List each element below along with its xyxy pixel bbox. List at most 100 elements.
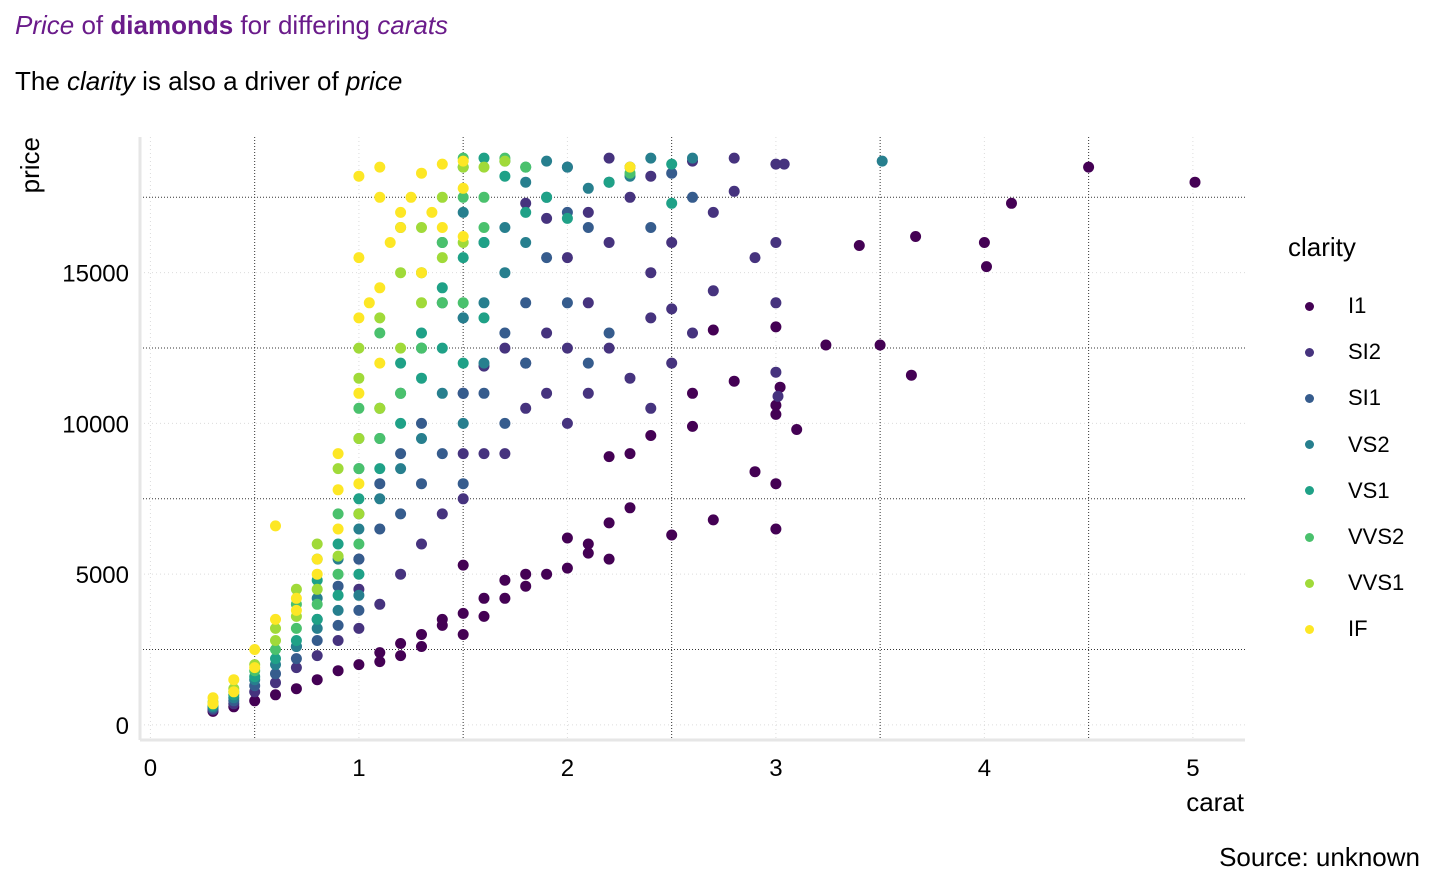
- data-point: [645, 312, 657, 324]
- data-point: [436, 448, 448, 460]
- data-point: [353, 478, 365, 490]
- data-point: [270, 622, 281, 634]
- data-point: [582, 222, 594, 233]
- data-point: [416, 267, 427, 279]
- data-point: [416, 641, 427, 652]
- legend-item: VS2: [1288, 422, 1404, 468]
- data-point: [905, 369, 917, 381]
- data-point: [395, 568, 407, 580]
- data-point: [770, 158, 782, 170]
- data-point: [478, 237, 490, 248]
- data-point: [770, 321, 782, 333]
- data-point: [1189, 176, 1201, 188]
- data-point: [520, 197, 532, 209]
- data-point: [499, 448, 511, 460]
- data-point: [478, 610, 490, 622]
- data-point: [290, 622, 302, 634]
- data-point: [332, 580, 344, 592]
- data-point: [416, 342, 427, 354]
- data-point: [436, 191, 448, 203]
- data-point: [770, 237, 782, 248]
- data-point: [353, 252, 365, 264]
- data-point: [416, 297, 427, 309]
- data-point: [374, 493, 386, 505]
- y-tick-label: 5000: [76, 562, 129, 589]
- legend-label: VS1: [1348, 477, 1390, 503]
- x-tick-label: 1: [352, 755, 365, 782]
- data-point: [541, 191, 553, 203]
- data-point: [332, 604, 344, 616]
- data-point: [910, 231, 922, 242]
- data-point: [270, 668, 281, 680]
- data-point: [1083, 161, 1095, 173]
- data-point: [395, 417, 407, 429]
- data-point: [666, 167, 678, 179]
- data-point: [270, 520, 281, 532]
- data-point: [270, 677, 281, 689]
- data-point: [707, 285, 719, 297]
- data-point: [541, 568, 553, 580]
- data-point: [687, 420, 698, 432]
- data-point: [416, 222, 427, 233]
- data-point: [478, 191, 490, 203]
- data-point: [478, 357, 490, 369]
- data-point: [478, 387, 490, 399]
- data-point: [416, 167, 427, 179]
- data-point: [353, 589, 365, 601]
- data-point: [353, 433, 365, 444]
- data-point: [561, 252, 573, 264]
- data-point: [436, 282, 448, 294]
- title-part: Price: [15, 10, 75, 40]
- data-point: [520, 161, 532, 173]
- chart-title: Price of diamonds for differing carats: [15, 10, 448, 41]
- chart-subtitle: The clarity is also a driver of price: [15, 66, 402, 97]
- data-point: [457, 387, 469, 399]
- y-tick-labels: 0 5000 10000 15000: [62, 261, 129, 740]
- data-point: [707, 514, 719, 526]
- data-point: [457, 448, 469, 460]
- data-point: [457, 357, 469, 369]
- data-point: [561, 417, 573, 429]
- data-point: [311, 568, 323, 580]
- data-point: [624, 161, 636, 173]
- data-point: [249, 644, 261, 655]
- y-axis-title: price: [15, 137, 45, 193]
- data-point: [457, 155, 469, 167]
- data-point: [353, 538, 365, 550]
- data-point: [353, 342, 365, 354]
- data-point: [687, 152, 698, 164]
- data-point: [749, 252, 761, 264]
- data-point: [478, 222, 490, 233]
- y-tick-label: 10000: [62, 411, 129, 438]
- legend-key-dot: [1305, 624, 1314, 634]
- data-point: [332, 538, 344, 550]
- data-point: [311, 674, 323, 686]
- data-point: [478, 592, 490, 604]
- data-point: [749, 466, 761, 478]
- legend-key-dot: [1305, 578, 1314, 588]
- data-point: [520, 357, 532, 369]
- data-point: [520, 402, 532, 414]
- x-tick-label: 5: [1186, 755, 1199, 782]
- data-point: [582, 206, 594, 218]
- data-point: [457, 559, 469, 571]
- data-point: [405, 191, 417, 203]
- data-point: [520, 568, 532, 580]
- data-point: [228, 686, 240, 698]
- data-point: [332, 589, 344, 601]
- data-point: [687, 387, 698, 399]
- data-point: [603, 553, 615, 565]
- data-point: [395, 206, 407, 218]
- data-point: [499, 222, 511, 233]
- y-tick-label: 0: [116, 713, 129, 740]
- data-point: [666, 237, 678, 248]
- data-point: [603, 342, 615, 354]
- data-point: [436, 387, 448, 399]
- data-point: [666, 303, 678, 315]
- data-point: [353, 372, 365, 384]
- data-point: [353, 312, 365, 324]
- data-point: [520, 297, 532, 309]
- data-point: [624, 372, 636, 384]
- data-points: [207, 152, 1201, 717]
- data-point: [645, 402, 657, 414]
